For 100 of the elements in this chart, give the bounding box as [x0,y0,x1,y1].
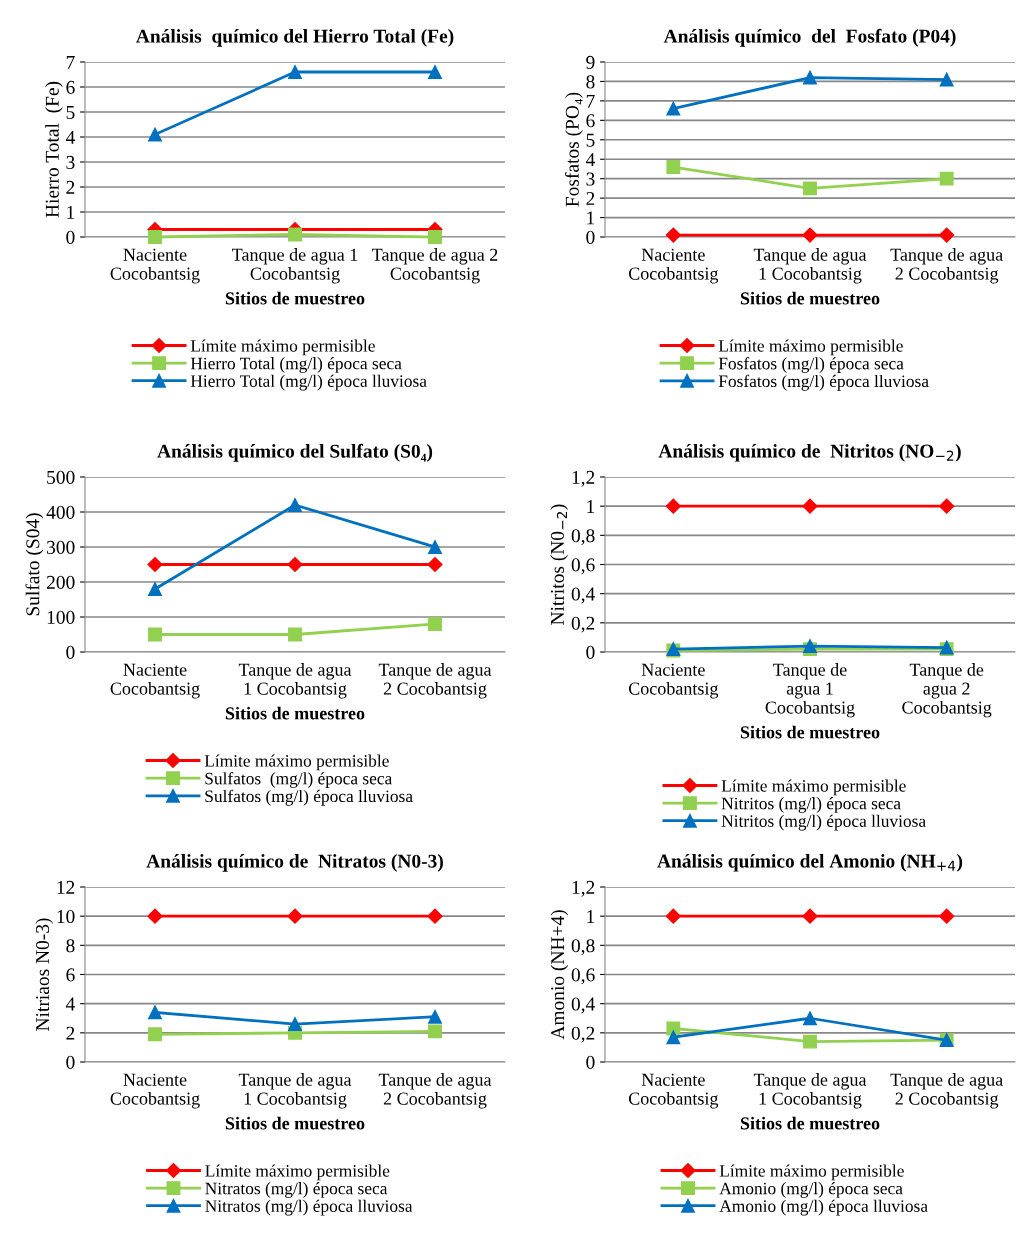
y-tick-label: 0 [586,230,595,244]
y-axis-title: Fosfatos (PO₄) [564,92,583,207]
y-axis-title: Sulfato (S04) [25,513,44,616]
y-tick-label: 10 [57,909,75,924]
y-tick-label: 0,2 [571,1026,595,1043]
y-tick-label: 0 [586,1055,595,1069]
point [803,1034,817,1049]
legend-label: Fosfatos (mg/l) época seca [718,357,904,373]
point [803,181,817,196]
y-tick-label: 1 [587,211,595,225]
x-tick-label: Tanque de agua 1 Cocobantsig [753,248,867,284]
y-axis-title: Amonio (NH+4) [550,910,569,1040]
legend-label: Límite máximo permisible [190,339,375,356]
y-tick-label: 3 [66,155,75,169]
point [428,617,442,631]
y-tick-label: 300 [47,540,75,554]
x-tick-label: Naciente Cocobantsig [628,1073,719,1109]
x-tick-label: Naciente Cocobantsig [110,248,200,284]
point [288,65,302,79]
point [666,160,681,174]
y-tick-label: 4 [585,153,595,166]
y-tick-label: 6 [586,114,595,128]
x-axis-title: Sitios de muestreo [740,291,880,305]
y-tick-label: 2 [66,180,75,194]
point [428,540,442,554]
chart-title: Análisis químico del Amonio (NH$_{+4}$) [657,853,963,872]
point [427,556,443,573]
legend-label: Límite máximo permisible [205,1164,390,1181]
chart-title: Análisis químico del Fosfato (P04) [663,28,956,47]
point [148,230,162,244]
point [288,227,302,242]
point [665,908,681,924]
point [288,498,302,512]
legend-label: Límite máximo permisible [719,1164,904,1181]
point [802,908,818,924]
point [802,498,818,514]
x-tick-label: Naciente Cocobantsig [628,248,719,284]
legend-label: Hierro Total (mg/l) época seca [190,357,402,373]
y-axis-title: Nitriaos N0-3) [35,918,54,1031]
y-tick-label: 0,4 [571,997,595,1014]
chart-title: Análisis químico de Nitratos (N0-3) [146,854,443,872]
legend-label: Amonio (mg/l) época lluviosa [719,1199,928,1216]
point [666,1030,681,1045]
y-axis-title: Nitritos (N0$_{−2}$) [550,504,568,625]
y-axis-title: Hierro Total (Fe) [45,81,63,218]
point [148,582,162,596]
chart-title: Análisis químico del Sulfato (S0₄) [157,443,433,462]
y-tick-label: 0 [66,1055,75,1069]
y-tick-label: 4 [65,997,75,1011]
y-tick-label: 1 [587,500,595,513]
point [803,70,817,85]
x-tick-label: Naciente Cocobantsig [628,663,719,699]
point [287,556,303,573]
legend-label: Nitratos (mg/l) época lluviosa [205,1199,413,1216]
point [147,908,163,924]
point [148,627,162,642]
x-axis-title: Sitios de muestreo [740,1116,880,1130]
y-tick-label: 0,2 [571,616,595,633]
legend-label: Límite máximo permisible [718,339,903,356]
point [803,1011,817,1026]
point [939,171,954,186]
y-tick-label: 1,2 [572,880,595,897]
legend-label: Nitratos (mg/l) época seca [205,1182,388,1198]
x-tick-label: Tanque de agua 2 Cocobantsig [890,248,1003,284]
x-tick-label: Tanque de agua 2 Cocobantsig [378,663,492,699]
x-axis-title: Sitios de muestreo [740,725,880,739]
legend-label: Hierro Total (mg/l) época lluviosa [190,374,427,391]
x-tick-label: Tanque de agua 1 Cocobantsig [765,663,855,718]
point [288,627,302,642]
y-tick-label: 3 [586,172,595,186]
y-tick-label: 0 [66,230,75,244]
y-tick-label: 0,6 [571,558,595,575]
x-tick-label: Naciente Cocobantsig [110,663,200,699]
point [147,556,163,573]
y-tick-label: 2 [586,191,595,205]
y-tick-label: 200 [46,575,75,589]
x-tick-label: Tanque de agua 1 Cocobantsig [238,663,352,699]
point [666,101,681,116]
y-tick-label: 0,6 [571,968,595,985]
legend-label: Amonio (mg/l) época seca [719,1182,903,1198]
point [148,1005,162,1020]
y-tick-label: 4 [65,130,75,144]
legend-label: Sulfatos (mg/l) época lluviosa [205,789,413,806]
point [939,72,954,87]
y-tick-label: 0 [66,645,75,659]
x-axis-title: Sitios de muestreo [225,291,365,305]
y-tick-label: 400 [46,505,75,519]
legend-label: Límite máximo permisible [204,754,389,771]
y-tick-label: 0,8 [571,529,595,546]
point [287,908,303,924]
y-tick-label: 7 [66,56,75,69]
legend-label: Límite máximo permisible [721,779,906,796]
point [939,227,955,243]
x-tick-label: Tanque de agua 2 Cocobantsig [890,1073,1003,1109]
y-tick-label: 5 [66,106,75,119]
x-axis-title: Sitios de muestreo [225,1116,365,1130]
x-tick-label: Tanque de agua 1 Cocobantsig [238,1073,352,1109]
point [428,1024,442,1039]
y-tick-label: 6 [66,968,75,982]
point [665,227,681,243]
